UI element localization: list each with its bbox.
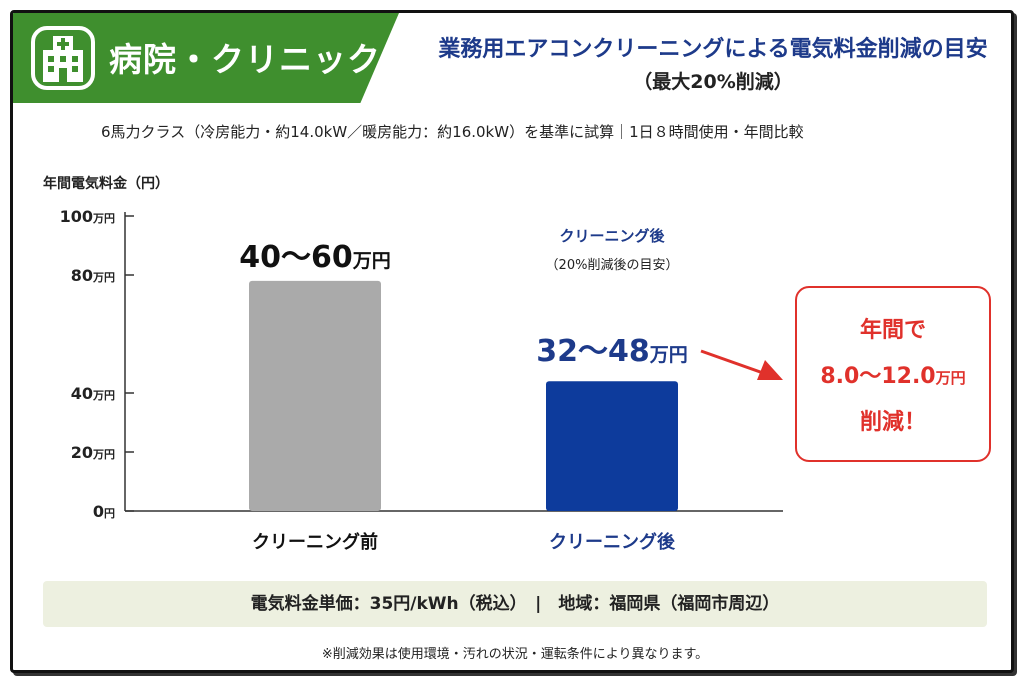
category-banner: 病院・クリニック [13, 13, 399, 103]
x-category-label: クリーニング後 [549, 531, 676, 553]
pricing-note: 電気料金単価：35円/kWh（税込） | 地域：福岡県（福岡市周辺） [43, 581, 987, 627]
y-axis-label: 年間電気料金（円） [43, 176, 169, 192]
disclaimer-footnote: ※削減効果は使用環境・汚れの状況・運転条件により異なります。 [321, 647, 709, 662]
after-annotation-title: クリーニング後 [559, 227, 665, 245]
page-subtitle: （最大20%削減） [633, 71, 793, 93]
category-title: 病院・クリニック [109, 40, 381, 79]
arrow-head-icon [757, 360, 783, 380]
x-category-label: クリーニング前 [252, 531, 378, 553]
bar-after [546, 381, 678, 511]
arrow-shaft [700, 349, 764, 375]
callout-line3: 削減！ [859, 410, 926, 435]
infographic-frame: 病院・クリニック 業務用エアコンクリーニングによる電気料金削減の目安 （最大20… [10, 10, 1014, 673]
y-tick-label: 40万円 [71, 384, 115, 403]
bar-value-label: 40〜60万円 [239, 240, 391, 275]
callout-unit: 万円 [935, 369, 966, 387]
page-title: 業務用エアコンクリーニングによる電気料金削減の目安 [438, 37, 988, 62]
callout-line1: 年間で [859, 318, 926, 343]
savings-callout: 年間で 8.0〜12.0万円 削減！ [795, 286, 991, 462]
bar-before [249, 280, 381, 511]
y-tick-label: 80万円 [71, 266, 115, 285]
bar-value-label: 32〜48万円 [536, 334, 688, 369]
after-annotation-note: （20%削減後の目安） [546, 257, 679, 273]
hospital-icon [31, 26, 95, 90]
callout-amount: 8.0〜12.0 [820, 364, 936, 389]
calculation-conditions: 6馬力クラス（冷房能力・約14.0kW／暖房能力：約16.0kW）を基準に試算｜… [101, 123, 804, 141]
y-tick-label: 20万円 [71, 443, 115, 462]
y-tick-label: 100万円 [60, 207, 115, 226]
y-tick-label: 0円 [93, 502, 115, 521]
callout-amount-line: 8.0〜12.0万円 [797, 358, 989, 390]
